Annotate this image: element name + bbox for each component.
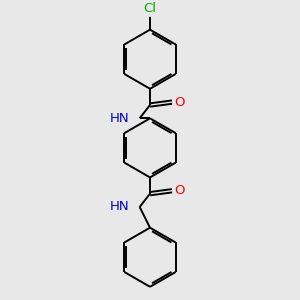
Text: O: O — [174, 184, 185, 197]
Text: HN: HN — [110, 112, 129, 125]
Text: Cl: Cl — [143, 2, 157, 15]
Text: O: O — [174, 96, 185, 109]
Text: HN: HN — [110, 200, 129, 214]
